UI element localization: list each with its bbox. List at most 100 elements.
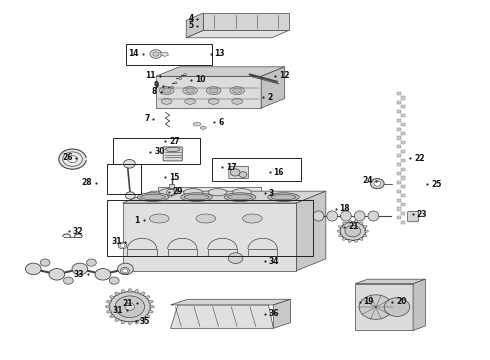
Circle shape <box>345 225 361 237</box>
Bar <box>401 150 405 153</box>
Polygon shape <box>160 52 169 57</box>
Polygon shape <box>261 67 285 108</box>
Text: 27: 27 <box>169 136 180 145</box>
Bar <box>401 132 405 135</box>
Ellipse shape <box>224 193 256 201</box>
Circle shape <box>123 159 135 168</box>
Bar <box>397 119 401 122</box>
Ellipse shape <box>363 226 367 228</box>
Ellipse shape <box>183 87 197 95</box>
Circle shape <box>109 277 119 284</box>
Text: 13: 13 <box>215 49 225 58</box>
Bar <box>401 141 405 144</box>
FancyBboxPatch shape <box>229 166 248 179</box>
Ellipse shape <box>141 318 145 321</box>
Text: 24: 24 <box>362 176 372 185</box>
Text: 31: 31 <box>111 238 122 246</box>
Bar <box>401 185 405 188</box>
Ellipse shape <box>186 88 195 93</box>
Polygon shape <box>186 13 203 38</box>
Ellipse shape <box>209 88 218 93</box>
Text: 20: 20 <box>396 297 406 306</box>
Ellipse shape <box>271 194 296 200</box>
Bar <box>397 92 401 95</box>
Bar <box>401 114 405 117</box>
Ellipse shape <box>360 222 363 225</box>
Text: 1: 1 <box>134 216 140 225</box>
Ellipse shape <box>162 88 171 93</box>
Ellipse shape <box>110 315 114 318</box>
Ellipse shape <box>354 220 357 223</box>
Bar <box>401 159 405 162</box>
Bar <box>397 172 401 175</box>
Polygon shape <box>203 13 289 30</box>
Ellipse shape <box>368 211 379 221</box>
Circle shape <box>384 298 410 316</box>
Circle shape <box>125 192 135 199</box>
Polygon shape <box>273 299 291 328</box>
Text: 19: 19 <box>364 297 374 306</box>
Ellipse shape <box>106 310 111 313</box>
Text: 14: 14 <box>128 49 139 58</box>
Circle shape <box>228 253 243 264</box>
Ellipse shape <box>185 99 196 104</box>
Bar <box>397 199 401 202</box>
Bar <box>397 145 401 148</box>
Circle shape <box>63 152 82 166</box>
Bar <box>401 221 405 224</box>
Text: 23: 23 <box>416 210 427 219</box>
Bar <box>401 123 405 126</box>
Bar <box>401 105 405 108</box>
Ellipse shape <box>313 211 324 221</box>
Circle shape <box>115 296 145 318</box>
Ellipse shape <box>348 239 351 242</box>
Circle shape <box>370 179 384 189</box>
Ellipse shape <box>141 292 145 295</box>
Text: 8: 8 <box>151 87 157 96</box>
Text: 6: 6 <box>218 118 223 127</box>
Ellipse shape <box>184 74 187 75</box>
Circle shape <box>95 269 111 280</box>
Ellipse shape <box>146 315 150 318</box>
Text: 34: 34 <box>269 256 279 265</box>
Text: 22: 22 <box>414 154 424 163</box>
Circle shape <box>72 263 88 275</box>
Ellipse shape <box>148 300 153 303</box>
Ellipse shape <box>146 296 150 299</box>
Circle shape <box>230 169 240 176</box>
Text: 25: 25 <box>431 180 441 189</box>
Bar <box>401 176 405 180</box>
Text: 9: 9 <box>154 81 159 90</box>
Bar <box>397 181 401 184</box>
Circle shape <box>109 292 150 322</box>
Ellipse shape <box>228 194 252 200</box>
Circle shape <box>118 263 133 275</box>
Ellipse shape <box>137 193 169 201</box>
Bar <box>397 154 401 157</box>
Text: 17: 17 <box>226 163 237 172</box>
Ellipse shape <box>121 289 125 293</box>
Ellipse shape <box>354 239 357 242</box>
Circle shape <box>239 172 247 177</box>
Bar <box>397 101 401 104</box>
Text: 30: 30 <box>154 148 165 156</box>
Circle shape <box>125 303 135 310</box>
Ellipse shape <box>149 214 169 223</box>
Circle shape <box>59 149 86 169</box>
Circle shape <box>340 222 366 240</box>
Circle shape <box>86 259 96 266</box>
Ellipse shape <box>184 194 209 200</box>
Circle shape <box>121 267 129 274</box>
Ellipse shape <box>181 193 212 201</box>
Ellipse shape <box>230 87 245 95</box>
Text: 12: 12 <box>279 71 290 80</box>
Bar <box>401 212 405 215</box>
Ellipse shape <box>337 230 341 232</box>
Polygon shape <box>171 305 273 328</box>
Circle shape <box>120 244 125 247</box>
Ellipse shape <box>208 189 227 196</box>
Text: 5: 5 <box>189 21 194 30</box>
Ellipse shape <box>135 289 139 293</box>
Bar <box>397 216 401 220</box>
Ellipse shape <box>159 87 174 95</box>
